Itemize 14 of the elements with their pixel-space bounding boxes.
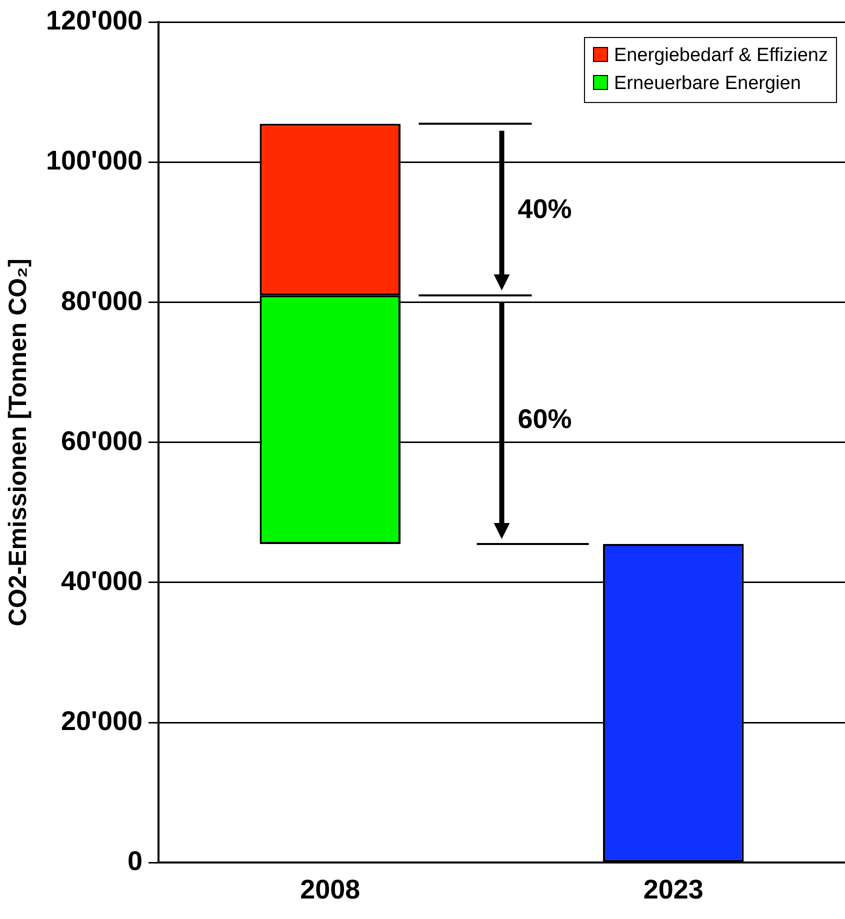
y-tick-label: 80'000	[61, 286, 143, 316]
y-tick-label: 0	[127, 846, 143, 876]
y-tick-label: 20'000	[61, 706, 143, 736]
x-tick-label: 2023	[643, 874, 704, 904]
y-tick-label: 60'000	[61, 426, 143, 456]
x-tick-label: 2008	[300, 874, 360, 904]
annotation: 40%	[518, 194, 572, 224]
legend-label: Erneuerbare Energien	[612, 72, 802, 96]
legend-label: Energiebedarf & Effizienz	[612, 44, 828, 68]
y-tick-label: 40'000	[61, 566, 143, 596]
y-tick-label: 120'000	[46, 6, 143, 36]
annotation: 60%	[518, 404, 572, 434]
y-tick-label: 100'000	[46, 146, 143, 176]
y-axis-title: CO2-Emissionen [Tonnen CO₂]	[4, 258, 32, 626]
